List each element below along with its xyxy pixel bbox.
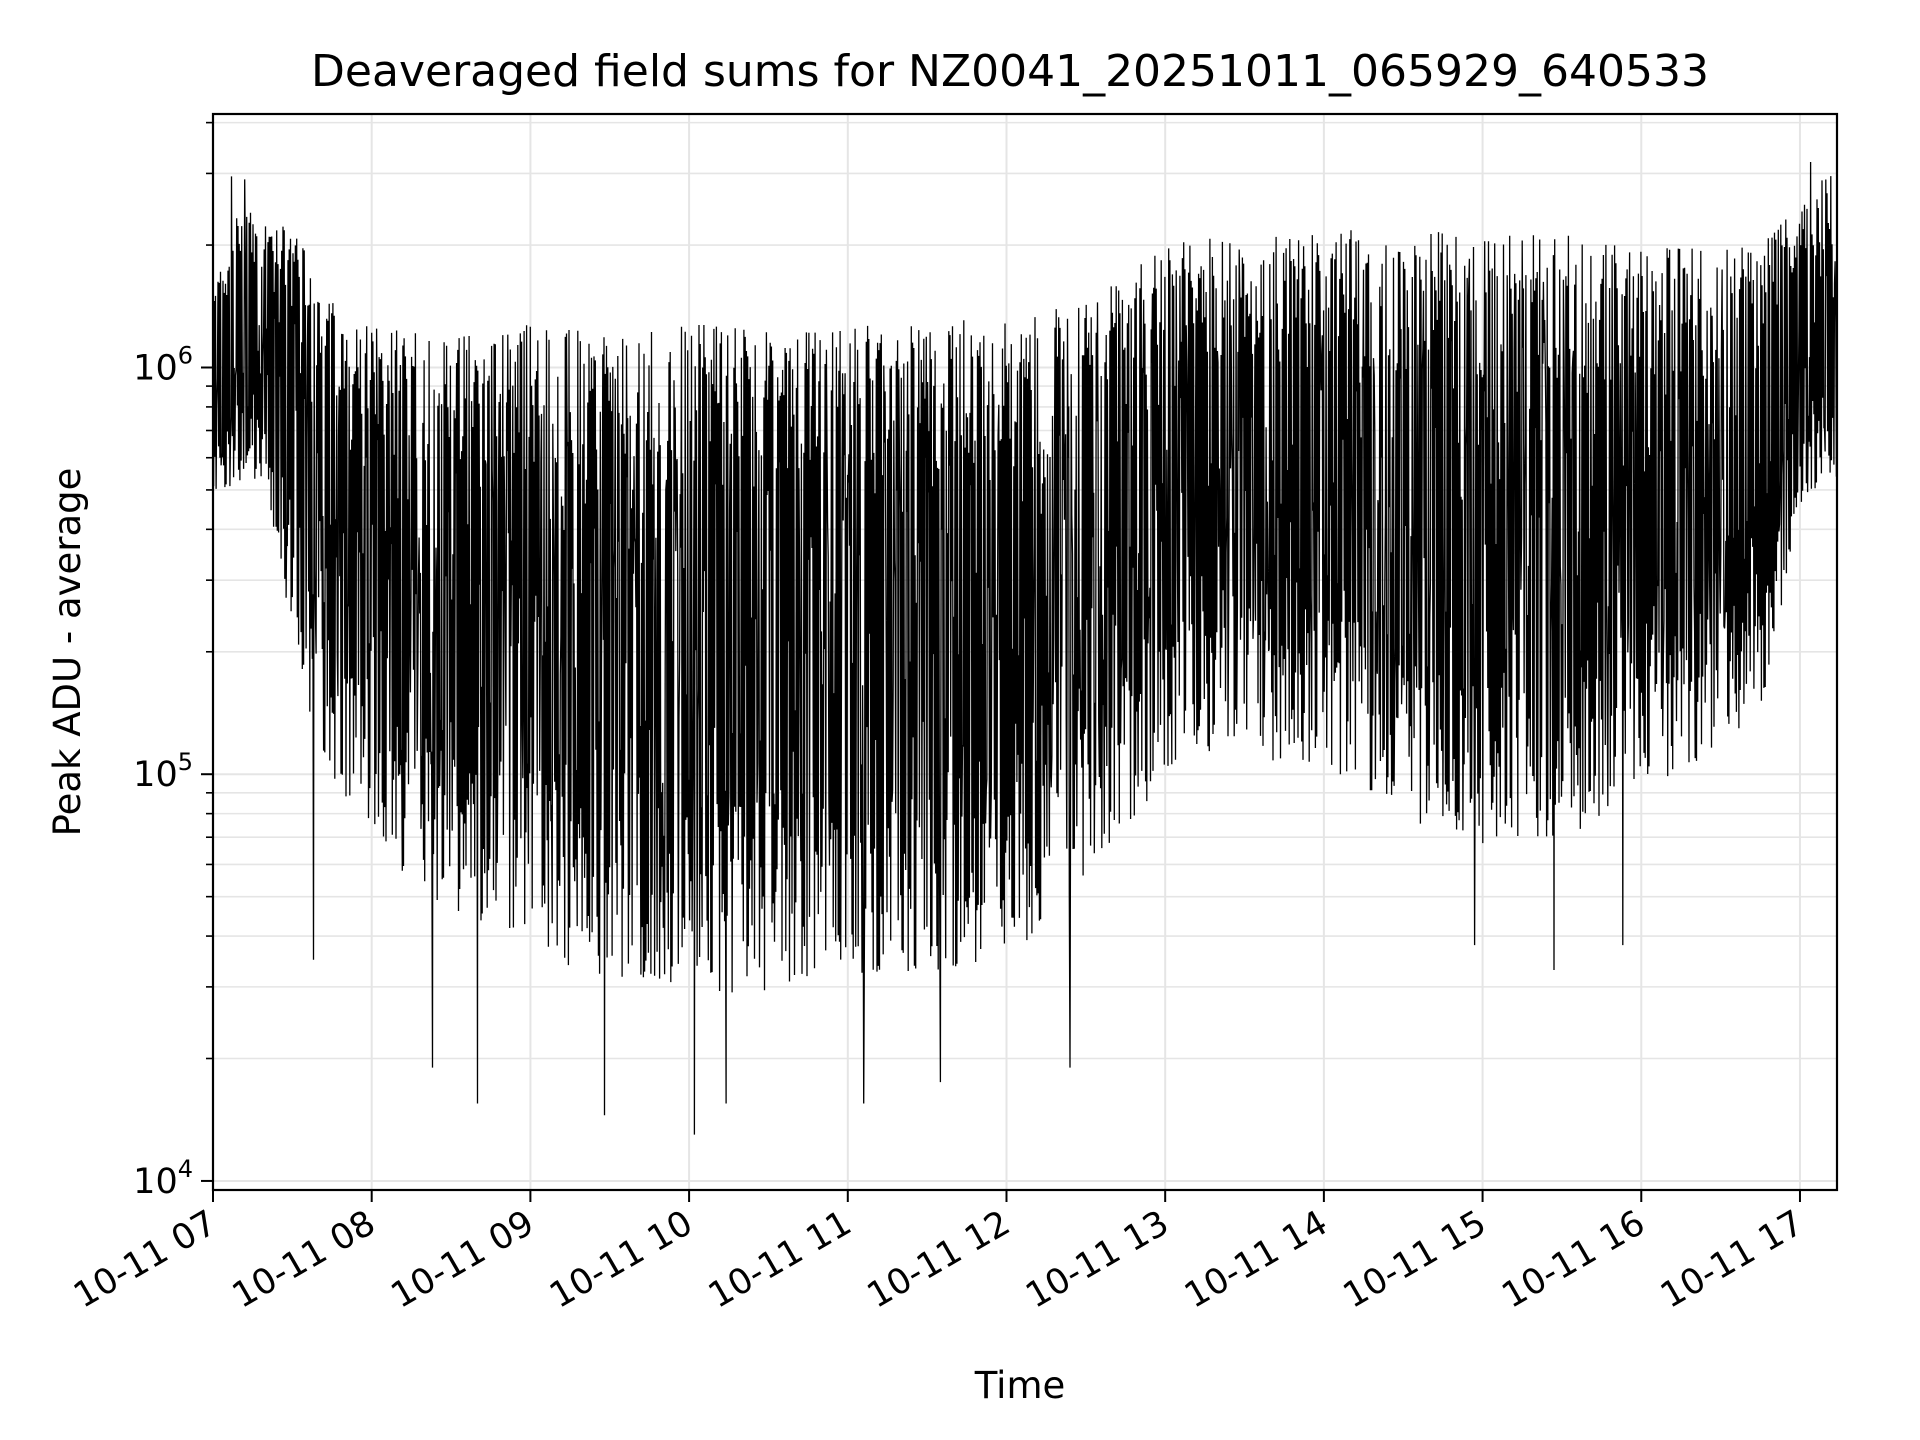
y-tick-base: 10 [133,1162,178,1202]
y-tick-base: 10 [133,755,178,795]
data-series [212,161,1838,1135]
series-line [212,161,1838,1135]
y-tick-label: 104 [133,1155,193,1202]
chart-title: Deaveraged field sums for NZ0041_2025101… [311,46,1709,97]
x-axis-label: Time [974,1364,1066,1407]
y-tick-exponent: 6 [178,341,193,369]
y-tick-exponent: 5 [178,748,193,776]
y-tick-label: 105 [133,748,193,795]
y-tick-exponent: 4 [178,1155,193,1183]
y-tick-base: 10 [133,348,178,388]
y-tick-label: 106 [133,341,193,388]
y-axis-label: Peak ADU - average [46,468,89,837]
